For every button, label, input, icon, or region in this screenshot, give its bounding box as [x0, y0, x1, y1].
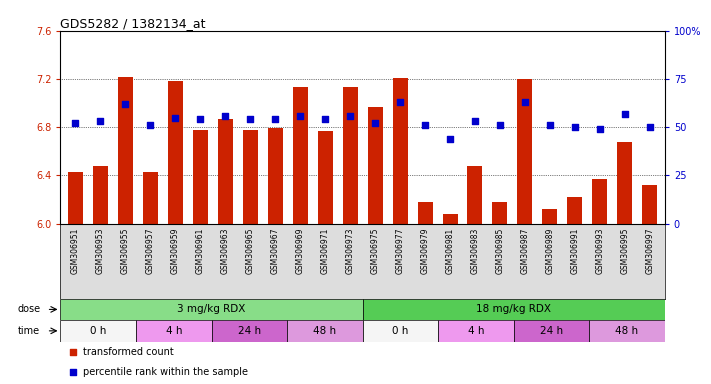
Point — [370, 120, 381, 126]
Point — [220, 113, 231, 119]
Text: GSM306969: GSM306969 — [296, 227, 305, 274]
Bar — [518, 79, 533, 223]
Text: GSM306965: GSM306965 — [246, 227, 255, 274]
Bar — [68, 172, 83, 223]
Point — [319, 116, 331, 122]
Text: 24 h: 24 h — [540, 326, 563, 336]
Bar — [514, 320, 589, 342]
Point — [344, 113, 356, 119]
Text: GSM306993: GSM306993 — [595, 227, 604, 274]
Text: 48 h: 48 h — [314, 326, 336, 336]
Bar — [442, 214, 457, 223]
Bar — [592, 179, 607, 223]
Point — [444, 136, 456, 142]
Point — [469, 118, 481, 124]
Bar — [343, 88, 358, 223]
Bar — [542, 209, 557, 223]
Bar — [363, 320, 438, 342]
Point — [245, 116, 256, 122]
Bar — [417, 202, 432, 223]
Point — [95, 118, 106, 124]
Text: GSM306985: GSM306985 — [496, 227, 505, 274]
Point — [269, 116, 281, 122]
Text: GSM306991: GSM306991 — [570, 227, 579, 274]
Bar — [268, 128, 283, 223]
Text: GSM306967: GSM306967 — [271, 227, 279, 274]
Text: GSM306989: GSM306989 — [545, 227, 555, 274]
Text: 4 h: 4 h — [166, 326, 182, 336]
Point — [519, 99, 530, 105]
Text: GSM306995: GSM306995 — [620, 227, 629, 274]
Text: GSM306979: GSM306979 — [420, 227, 429, 274]
Text: 3 mg/kg RDX: 3 mg/kg RDX — [177, 305, 246, 314]
Point — [195, 116, 206, 122]
Bar — [143, 172, 158, 223]
Text: GSM306953: GSM306953 — [96, 227, 105, 274]
Text: GSM306961: GSM306961 — [196, 227, 205, 274]
Point — [419, 122, 431, 128]
Bar — [368, 107, 383, 223]
Bar — [468, 166, 483, 223]
Point — [544, 122, 555, 128]
Bar — [193, 130, 208, 223]
Point — [395, 99, 406, 105]
Text: GSM306977: GSM306977 — [395, 227, 405, 274]
Text: time: time — [18, 326, 41, 336]
Text: percentile rank within the sample: percentile rank within the sample — [83, 367, 248, 377]
Point — [294, 113, 306, 119]
Bar — [392, 78, 407, 223]
Bar — [168, 81, 183, 223]
Bar — [293, 88, 308, 223]
Point — [119, 101, 131, 107]
Bar — [136, 320, 212, 342]
Point — [67, 369, 78, 375]
Text: GSM306971: GSM306971 — [321, 227, 330, 274]
Text: GSM306959: GSM306959 — [171, 227, 180, 274]
Point — [67, 349, 78, 356]
Text: 18 mg/kg RDX: 18 mg/kg RDX — [476, 305, 551, 314]
Bar — [567, 197, 582, 223]
Text: 24 h: 24 h — [237, 326, 261, 336]
Text: GSM306955: GSM306955 — [121, 227, 130, 274]
Text: transformed count: transformed count — [83, 348, 174, 358]
Bar — [438, 320, 514, 342]
Bar — [212, 320, 287, 342]
Bar — [93, 166, 108, 223]
Point — [644, 124, 656, 130]
Point — [619, 111, 631, 117]
Bar — [118, 76, 133, 223]
Point — [70, 120, 81, 126]
Text: GSM306957: GSM306957 — [146, 227, 155, 274]
Bar — [60, 320, 136, 342]
Text: 48 h: 48 h — [616, 326, 638, 336]
Point — [494, 122, 506, 128]
Text: GDS5282 / 1382134_at: GDS5282 / 1382134_at — [60, 17, 206, 30]
Bar — [642, 185, 657, 223]
Bar — [617, 142, 632, 223]
Text: 4 h: 4 h — [468, 326, 484, 336]
Text: 0 h: 0 h — [90, 326, 107, 336]
Text: 0 h: 0 h — [392, 326, 409, 336]
Bar — [318, 131, 333, 223]
Bar — [493, 202, 508, 223]
Point — [144, 122, 156, 128]
Text: GSM306973: GSM306973 — [346, 227, 355, 274]
Bar — [218, 119, 232, 223]
Bar — [242, 130, 257, 223]
Point — [170, 114, 181, 121]
Text: GSM306983: GSM306983 — [471, 227, 479, 274]
Bar — [60, 299, 363, 320]
Bar — [287, 320, 363, 342]
Bar — [363, 299, 665, 320]
Text: GSM306981: GSM306981 — [446, 227, 454, 274]
Text: GSM306963: GSM306963 — [220, 227, 230, 274]
Text: GSM306975: GSM306975 — [370, 227, 380, 274]
Text: GSM306997: GSM306997 — [646, 227, 654, 274]
Point — [570, 124, 581, 130]
Text: dose: dose — [17, 305, 41, 314]
Bar — [589, 320, 665, 342]
Text: GSM306951: GSM306951 — [71, 227, 80, 274]
Point — [594, 126, 606, 132]
Text: GSM306987: GSM306987 — [520, 227, 530, 274]
